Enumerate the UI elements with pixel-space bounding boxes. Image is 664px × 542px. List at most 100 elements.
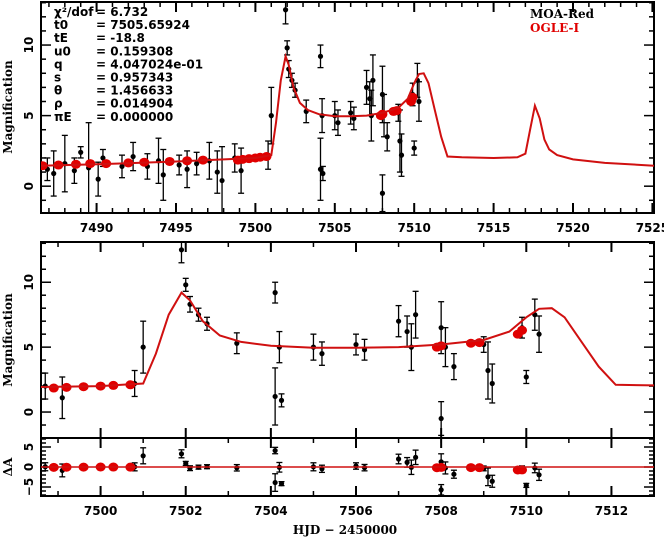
data-point <box>536 472 542 478</box>
series-moa-red <box>44 2 422 213</box>
x-tick-label: 7525 <box>636 221 664 235</box>
data-point <box>0 396 1 401</box>
model-curve <box>41 52 654 167</box>
zoomed-panel: 0 5 10 <box>0 241 655 439</box>
x-tick-label: 7520 <box>556 221 589 235</box>
y-tick-label: 5 <box>22 111 36 119</box>
parameter-name: θ <box>54 84 62 98</box>
data-point <box>51 170 57 177</box>
legend-moa: MOA-Red <box>530 7 595 21</box>
parameter-row: t0 = 7505.65924 <box>54 18 190 32</box>
data-point <box>489 478 495 484</box>
x-tick-label: 7500 <box>239 221 272 235</box>
y-tick-label: 0 <box>22 463 36 471</box>
data-point <box>363 84 370 90</box>
data-point <box>268 113 274 119</box>
data-point <box>335 120 341 126</box>
data-point <box>438 487 444 493</box>
data-point <box>413 312 419 318</box>
data-point <box>59 395 65 401</box>
parameter-value: = -18.8 <box>96 31 145 45</box>
data-point <box>183 282 189 288</box>
model-curve <box>41 291 654 388</box>
data-point <box>238 168 244 174</box>
data-point <box>451 364 457 370</box>
x-tick-label: 7502 <box>169 504 202 518</box>
y-tick-label: 5 <box>22 343 36 351</box>
residual-panel: 7500 7502 7504 7506 7508 7510 7512 −5 0 5 <box>22 437 655 518</box>
data-points <box>42 446 543 496</box>
parameter-row: πE = 0.000000 <box>54 110 173 124</box>
x-axis-title: HJD − 2450000 <box>293 523 397 537</box>
data-point <box>272 393 278 400</box>
data-point <box>130 153 136 160</box>
x-tick-label: 7515 <box>477 221 510 235</box>
parameter-value: = 1.456633 <box>96 84 173 98</box>
data-point <box>278 481 285 487</box>
data-point <box>523 482 529 488</box>
y-tick-label: 10 <box>22 37 36 54</box>
legend-ogle: OGLE-I <box>530 21 579 35</box>
data-point <box>348 110 354 116</box>
data-points <box>0 242 543 437</box>
data-point <box>160 172 166 178</box>
top-panel: 7490 7495 7500 7505 7510 7515 7520 7525 0 5 10 <box>22 1 664 235</box>
parameter-name: u0 <box>54 44 71 58</box>
y-tick-label: −5 <box>22 478 36 496</box>
x-tick-label: 7490 <box>80 221 113 235</box>
x-tick-label: 7510 <box>397 221 430 235</box>
data-point <box>234 465 240 471</box>
y-tick-label: 10 <box>22 274 36 291</box>
data-point <box>184 166 190 172</box>
parameter-value: = 0.159308 <box>96 44 173 58</box>
data-point <box>71 168 77 174</box>
parameter-value: = 6.732 <box>96 5 148 19</box>
data-point <box>395 318 402 324</box>
parameter-value: = 0.000000 <box>96 110 173 124</box>
data-point <box>320 170 326 177</box>
data-point <box>214 169 220 175</box>
data-point <box>272 447 278 454</box>
data-point <box>416 98 422 105</box>
parameter-value: = 0.957343 <box>96 71 173 85</box>
series-ogle-i <box>48 462 528 475</box>
x-tick-label: 7505 <box>318 221 351 235</box>
parameter-value: = 7505.65924 <box>96 18 190 32</box>
parameter-name: t0 <box>54 18 68 32</box>
parameter-row: tE = -18.8 <box>54 31 145 45</box>
data-point <box>413 454 419 460</box>
y-tick-label: 0 <box>22 182 36 190</box>
data-point <box>78 149 84 155</box>
residual-ylabel: ΔA <box>1 457 15 476</box>
data-point <box>411 145 417 151</box>
y-tick-label: 5 <box>22 443 36 451</box>
data-point <box>517 325 528 335</box>
mid-ylabel: Magnification <box>1 293 15 387</box>
data-point <box>178 451 185 457</box>
parameter-row: χ²/dof = 6.732 <box>54 5 148 19</box>
data-point <box>438 415 444 422</box>
top-ylabel: Magnification <box>1 60 15 154</box>
legend: MOA-Red OGLE-I <box>530 7 595 35</box>
x-tick-label: 7504 <box>254 504 287 518</box>
series-moa-red <box>42 446 543 496</box>
data-points <box>41 2 422 213</box>
parameter-row: ρ = 0.014904 <box>54 97 173 111</box>
data-point <box>384 134 390 140</box>
y-tick-label: 0 <box>22 408 36 416</box>
data-point <box>284 45 290 51</box>
data-point <box>282 7 289 13</box>
data-point <box>398 152 405 158</box>
data-point <box>370 77 376 83</box>
parameter-value: = 4.047024e-01 <box>96 57 203 71</box>
data-point <box>278 397 285 403</box>
data-point <box>536 331 542 337</box>
data-point <box>485 367 491 374</box>
x-tick-label: 7506 <box>339 504 372 518</box>
data-point <box>404 459 410 465</box>
data-point <box>194 161 200 167</box>
x-tick-label: 7500 <box>84 504 117 518</box>
parameter-name: χ²/dof <box>54 5 94 19</box>
x-tick-label: 7512 <box>595 504 628 518</box>
data-point <box>523 374 529 380</box>
